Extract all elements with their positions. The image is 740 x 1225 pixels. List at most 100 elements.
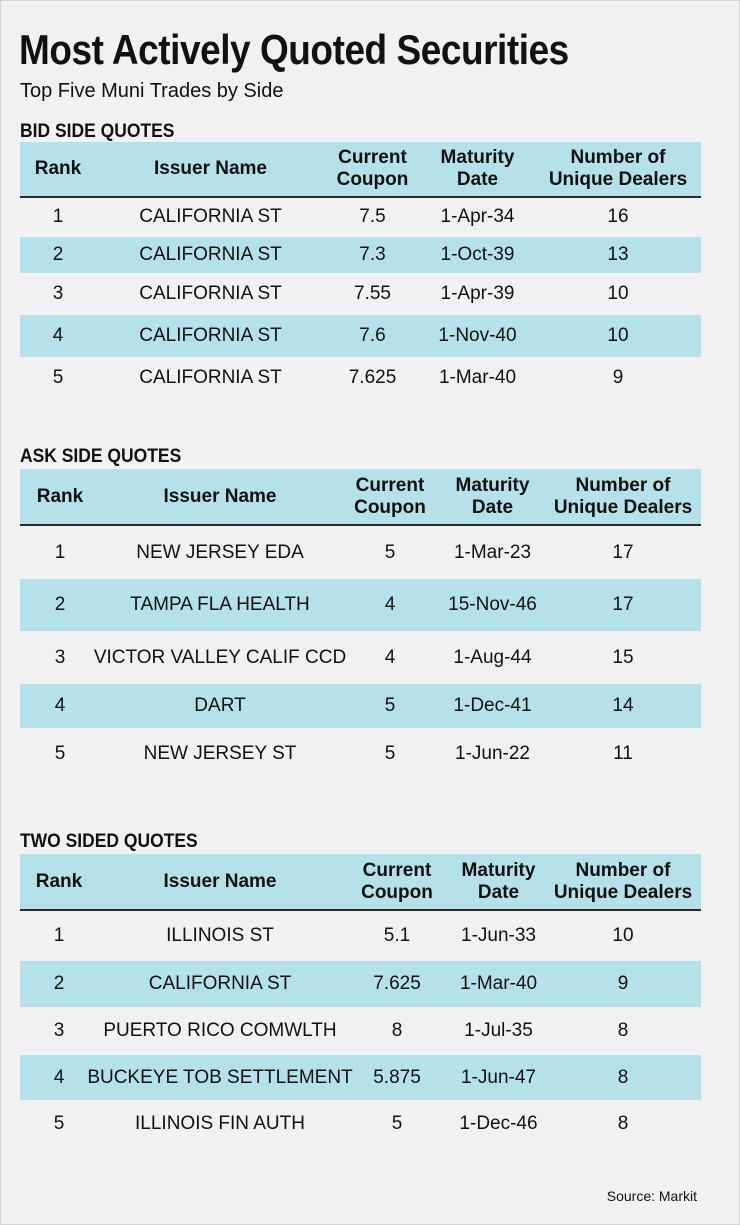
cell-issuer-name: NEW JERSEY ST bbox=[143, 742, 297, 764]
cell-rank: 4 bbox=[54, 695, 66, 716]
header-issuer-name: Issuer Name bbox=[98, 854, 342, 909]
table-row: 4 DART 5 1-Dec-41 14 bbox=[20, 684, 701, 728]
header-text: Current bbox=[355, 474, 425, 496]
header-text: Current bbox=[338, 147, 407, 169]
page-title: Most Actively Quoted Securities bbox=[19, 26, 569, 73]
table-row: 5 NEW JERSEY ST 5 1-Jun-22 11 bbox=[20, 728, 701, 779]
cell-maturity-date: 1-Jun-22 bbox=[455, 742, 530, 764]
cell-unique-dealers: 17 bbox=[612, 594, 634, 615]
quotes-table: Rank Issuer Name Current Coupon Maturity Date… bbox=[20, 142, 701, 388]
cell-maturity-date: 1-Mar-40 bbox=[459, 973, 538, 994]
table-row: 4 BUCKEYE TOB SETTLEMENT 5.875 1-Jun-47 8 bbox=[20, 1055, 701, 1100]
header-current-coupon: Current Coupon bbox=[340, 469, 440, 524]
table-row: 2 CALIFORNIA ST 7.3 1-Oct-39 13 bbox=[20, 237, 701, 273]
header-current-coupon: Current Coupon bbox=[342, 854, 452, 909]
table-header: Rank Issuer Name Current Coupon Maturity Date… bbox=[20, 854, 701, 911]
cell-maturity-date: 1-Jul-35 bbox=[464, 1020, 533, 1041]
header-unique-dealers: Number of Unique Dealers bbox=[545, 469, 701, 524]
section-label: ASK SIDE QUOTES bbox=[20, 446, 182, 467]
cell-unique-dealers: 9 bbox=[612, 367, 624, 388]
header-text: Unique Dealers bbox=[553, 881, 693, 903]
cell-current-coupon: 8 bbox=[391, 1020, 403, 1041]
table-row: 1 NEW JERSEY EDA 5 1-Mar-23 17 bbox=[20, 526, 701, 579]
header-unique-dealers: Number of Unique Dealers bbox=[545, 854, 701, 909]
table-row: 2 CALIFORNIA ST 7.625 1-Mar-40 9 bbox=[20, 961, 701, 1007]
cell-rank: 2 bbox=[52, 244, 64, 265]
cell-issuer-name: CALIFORNIA ST bbox=[139, 206, 282, 227]
cell-current-coupon: 7.55 bbox=[354, 283, 391, 304]
header-text: Date bbox=[471, 496, 514, 518]
cell-unique-dealers: 11 bbox=[613, 742, 633, 764]
header-text: Coupon bbox=[336, 169, 409, 190]
cell-unique-dealers: 8 bbox=[617, 1112, 629, 1134]
cell-current-coupon: 7.5 bbox=[359, 206, 386, 227]
cell-maturity-date: 1-Dec-41 bbox=[453, 695, 532, 716]
cell-issuer-name: BUCKEYE TOB SETTLEMENT bbox=[87, 1066, 353, 1088]
header-text: Maturity bbox=[461, 859, 536, 881]
cell-unique-dealers: 10 bbox=[607, 325, 629, 346]
cell-issuer-name: CALIFORNIA ST bbox=[139, 367, 282, 388]
cell-issuer-name: ILLINOIS FIN AUTH bbox=[135, 1112, 305, 1134]
cell-current-coupon: 5.875 bbox=[373, 1066, 421, 1088]
header-text: Issuer Name bbox=[163, 870, 277, 892]
cell-rank: 3 bbox=[53, 1020, 65, 1041]
cell-maturity-date: 1-Jun-47 bbox=[461, 1066, 536, 1088]
table-row: 3 CALIFORNIA ST 7.55 1-Apr-39 10 bbox=[20, 273, 701, 315]
cell-unique-dealers: 10 bbox=[607, 283, 629, 304]
cell-rank: 2 bbox=[53, 973, 65, 994]
cell-maturity-date: 1-Dec-46 bbox=[459, 1112, 538, 1134]
cell-unique-dealers: 15 bbox=[612, 646, 634, 668]
cell-issuer-name: CALIFORNIA ST bbox=[148, 973, 292, 994]
section-label: TWO SIDED QUOTES bbox=[20, 831, 198, 852]
header-text: Coupon bbox=[361, 881, 433, 903]
cell-rank: 5 bbox=[53, 1112, 65, 1134]
header-text: Number of bbox=[575, 859, 671, 881]
header-issuer-name: Issuer Name bbox=[100, 469, 340, 524]
cell-rank: 1 bbox=[53, 925, 65, 946]
cell-unique-dealers: 16 bbox=[607, 206, 629, 227]
cell-issuer-name: CALIFORNIA ST bbox=[139, 244, 282, 265]
cell-maturity-date: 1-Aug-44 bbox=[453, 646, 532, 668]
header-maturity-date: Maturity Date bbox=[420, 142, 535, 196]
header-rank: Rank bbox=[20, 469, 100, 524]
table-row: 2 TAMPA FLA HEALTH 4 15-Nov-46 17 bbox=[20, 579, 701, 631]
cell-unique-dealers: 9 bbox=[617, 973, 629, 994]
header-text: Number of bbox=[575, 474, 671, 496]
page-subtitle: Top Five Muni Trades by Side bbox=[20, 80, 284, 102]
cell-maturity-date: 1-Oct-39 bbox=[440, 244, 515, 265]
header-text: Rank bbox=[35, 870, 83, 892]
cell-issuer-name: ILLINOIS ST bbox=[166, 925, 274, 946]
cell-maturity-date: 1-Mar-23 bbox=[453, 541, 532, 563]
section-label: BID SIDE QUOTES bbox=[20, 121, 175, 142]
cell-issuer-name: CALIFORNIA ST bbox=[139, 283, 282, 304]
source-note: Source: Markit bbox=[606, 1188, 697, 1204]
cell-rank: 2 bbox=[54, 594, 66, 615]
header-text: Issuer Name bbox=[163, 485, 277, 507]
header-unique-dealers: Number of Unique Dealers bbox=[535, 142, 701, 196]
header-text: Date bbox=[456, 169, 499, 190]
table-row: 5 ILLINOIS FIN AUTH 5 1-Dec-46 8 bbox=[20, 1100, 701, 1147]
header-text: Unique Dealers bbox=[553, 496, 693, 518]
cell-issuer-name: CALIFORNIA ST bbox=[139, 325, 282, 346]
cell-issuer-name: TAMPA FLA HEALTH bbox=[130, 594, 310, 615]
cell-unique-dealers: 10 bbox=[612, 925, 634, 946]
cell-current-coupon: 5 bbox=[384, 695, 396, 716]
cell-unique-dealers: 8 bbox=[617, 1066, 629, 1088]
header-text: Maturity bbox=[440, 147, 515, 169]
cell-current-coupon: 5.1 bbox=[383, 925, 411, 946]
header-maturity-date: Maturity Date bbox=[440, 469, 545, 524]
table-row: 4 CALIFORNIA ST 7.6 1-Nov-40 10 bbox=[20, 315, 701, 357]
cell-current-coupon: 4 bbox=[384, 646, 396, 668]
header-text: Rank bbox=[36, 485, 84, 507]
cell-current-coupon: 5 bbox=[384, 742, 396, 764]
header-text: Issuer Name bbox=[153, 158, 267, 180]
header-rank: Rank bbox=[20, 142, 96, 196]
cell-rank: 1 bbox=[52, 206, 64, 227]
header-maturity-date: Maturity Date bbox=[452, 854, 545, 909]
cell-unique-dealers: 14 bbox=[612, 695, 634, 716]
cell-issuer-name: PUERTO RICO COMWLTH bbox=[103, 1020, 337, 1041]
header-issuer-name: Issuer Name bbox=[96, 142, 325, 196]
table-row: 3 VICTOR VALLEY CALIF CCD 4 1-Aug-44 15 bbox=[20, 631, 701, 684]
table-header: Rank Issuer Name Current Coupon Maturity Date… bbox=[20, 469, 701, 526]
cell-unique-dealers: 13 bbox=[607, 244, 629, 265]
